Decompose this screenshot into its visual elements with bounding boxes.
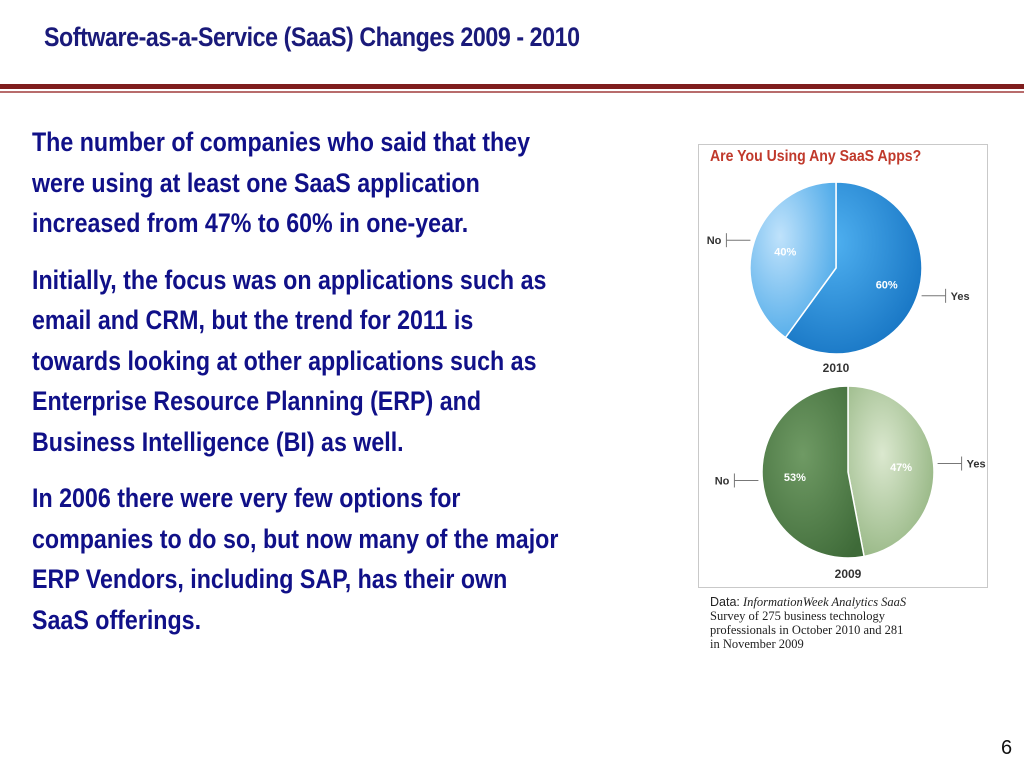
text-line: The number of companies who said that th… <box>32 127 531 157</box>
title-divider-thin <box>0 91 1024 93</box>
source-text: InformationWeek Analytics SaaS <box>743 595 907 609</box>
text-line: were using at least one SaaS application <box>32 167 480 198</box>
source-line: Data: InformationWeek Analytics SaaS <box>710 595 1000 609</box>
paragraph-trend-2011: Initially, the focus was on applications… <box>32 260 617 463</box>
source-line: professionals in October 2010 and 281 <box>710 623 904 637</box>
text-line: ERP Vendors, including SAP, has their ow… <box>32 564 508 594</box>
text-line: Initially, the focus was on applications… <box>32 264 547 295</box>
text-line: increased from 47% to 60% in one-year. <box>32 208 469 238</box>
paragraph-erp-vendors: In 2006 there were very few options for … <box>32 478 617 640</box>
text-line: companies to do so, but now many of the … <box>32 523 559 554</box>
source-label: Data: <box>710 595 740 609</box>
page-number: 6 <box>1001 737 1013 759</box>
source-line: Survey of 275 business technology <box>710 609 885 623</box>
text-line: email and CRM, but the trend for 2011 is <box>32 305 474 335</box>
title-divider <box>0 84 1024 89</box>
chart-title: Are You Using Any SaaS Apps? <box>710 148 922 165</box>
chart-frame <box>698 144 988 588</box>
slide-title: Software-as-a-Service (SaaS) Changes 200… <box>44 22 580 52</box>
source-note: Data: InformationWeek Analytics SaaS Sur… <box>710 595 1000 651</box>
text-line: Business Intelligence (BI) as well. <box>32 426 404 457</box>
slide-body: The number of companies who said that th… <box>32 122 712 640</box>
paragraph-saas-growth: The number of companies who said that th… <box>32 122 617 244</box>
text-line: Enterprise Resource Planning (ERP) and <box>32 386 482 416</box>
text-line: towards looking at other applications su… <box>32 345 537 376</box>
text-line: In 2006 there were very few options for <box>32 483 461 513</box>
text-line: SaaS offerings. <box>32 604 202 635</box>
source-line: in November 2009 <box>710 637 804 651</box>
